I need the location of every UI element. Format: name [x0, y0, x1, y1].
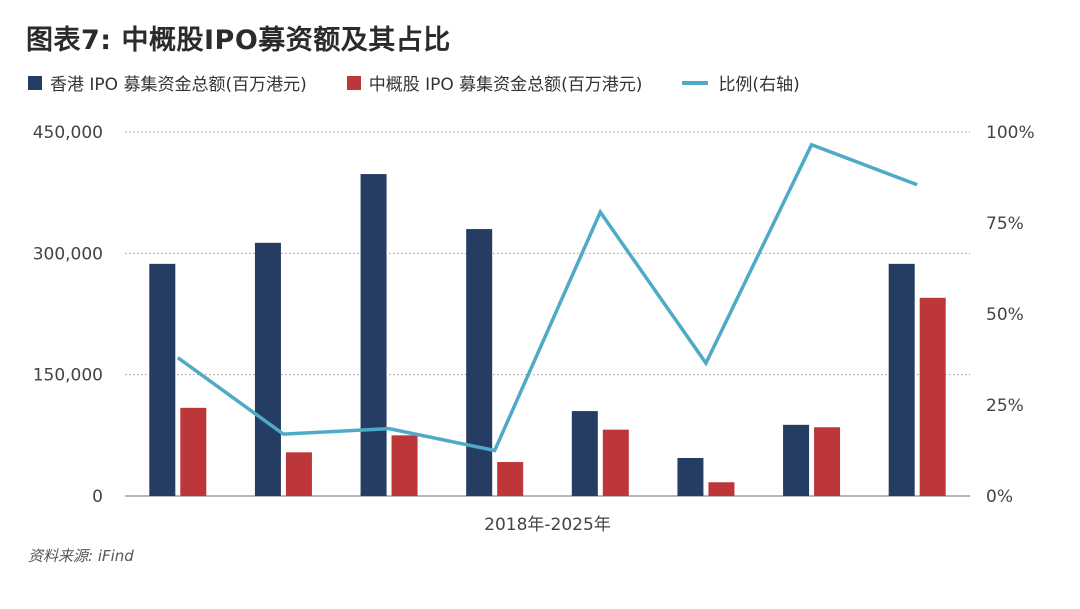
legend-label-ratio: 比例(右轴) [718, 75, 800, 95]
y-tick-label: 450,000 [33, 123, 103, 143]
bar-cn [391, 435, 418, 496]
bar-cn [285, 452, 312, 496]
legend-item-cn: 中概股 IPO 募集资金总额(百万港元) [346, 70, 643, 95]
y2-tick-label: 100% [986, 123, 1035, 143]
bar-hk [149, 263, 176, 496]
bar-hk [360, 174, 387, 496]
y-tick-label: 300,000 [33, 244, 103, 264]
x-axis-label: 2018年-2025年 [484, 515, 611, 535]
bar-cn [708, 482, 735, 496]
y2-tick-label: 50% [986, 305, 1024, 325]
source-note: 资料来源: iFind [28, 547, 134, 565]
ratio-line [176, 142, 918, 453]
legend-swatch-ratio [682, 80, 709, 85]
y2-tick-label: 25% [986, 396, 1024, 416]
legend-item-hk: 香港 IPO 募集资金总额(百万港元) [28, 70, 307, 95]
bar-hk [571, 411, 598, 496]
y-tick-label: 150,000 [33, 366, 103, 386]
y2-tick-label: 0% [986, 487, 1013, 507]
bar-hk [783, 424, 810, 496]
bar-hk [254, 242, 281, 496]
legend-label-hk: 香港 IPO 募集资金总额(百万港元) [50, 75, 307, 95]
bar-cn [602, 429, 629, 496]
legend-swatch-hk [28, 75, 42, 90]
bar-cn [919, 297, 946, 496]
bar-cn [497, 462, 524, 496]
bar-hk [466, 229, 493, 497]
bar-cn [180, 407, 207, 496]
y2-tick-label: 75% [986, 214, 1024, 234]
legend: 香港 IPO 募集资金总额(百万港元) 中概股 IPO 募集资金总额(百万港元)… [28, 70, 840, 95]
legend-label-cn: 中概股 IPO 募集资金总额(百万港元) [368, 75, 643, 95]
chart-title: 图表7: 中概股IPO募资额及其占比 [26, 25, 451, 56]
legend-swatch-cn [346, 75, 361, 90]
legend-item-ratio: 比例(右轴) [682, 70, 800, 95]
bar-hk [677, 457, 704, 496]
bar-hk [888, 263, 915, 496]
bar-cn [814, 427, 841, 496]
y-tick-label: 0 [92, 487, 103, 507]
